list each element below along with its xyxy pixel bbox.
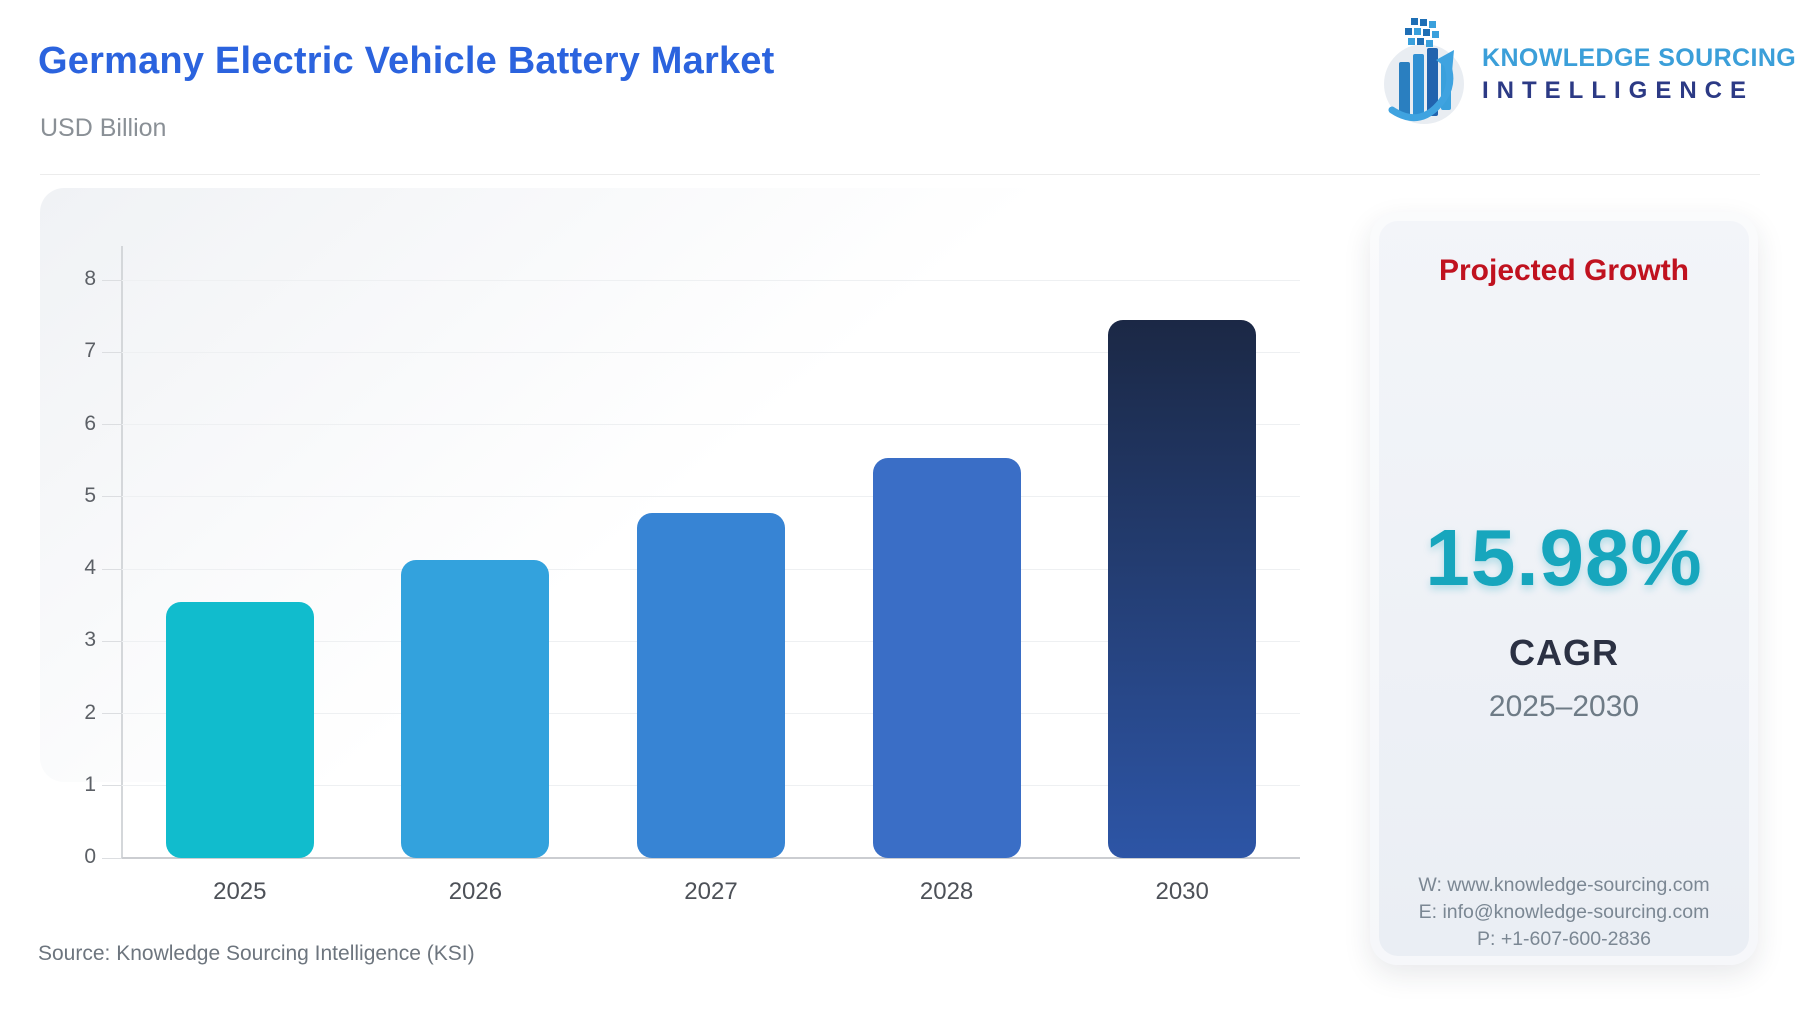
y-tick-label-0: 0 (84, 845, 96, 868)
y-tick-label-5: 5 (84, 483, 96, 507)
bar-2028 (872, 457, 1021, 858)
x-label-2030: 2030 (1155, 878, 1209, 905)
x-label-2026: 2026 (448, 878, 503, 905)
brand-name-line2: INTELLIGENCE (1482, 77, 1755, 104)
gridline-5 (122, 496, 1300, 498)
x-label-2028: 2028 (919, 878, 974, 905)
y-tick-6 (102, 424, 122, 425)
gridline-7 (122, 351, 1300, 353)
projected-growth-panel: Projected Growth 15.98% CAGR 2025–2030 W… (1370, 212, 1758, 965)
y-tick-label-8: 8 (84, 267, 96, 290)
page-title: Germany Electric Vehicle Battery Market (38, 40, 775, 82)
y-tick-label-6: 6 (84, 411, 96, 435)
company-logo: KNOWLEDGE SOURCING INTELLIGENCE (1378, 16, 1796, 133)
brand-name-line1: KNOWLEDGE SOURCING (1482, 44, 1797, 72)
cagr-label: CAGR (1509, 632, 1619, 673)
x-label-2027: 2027 (684, 878, 738, 905)
cagr-period: 2025–2030 (1488, 690, 1640, 723)
contact-website: W: www.knowledge-sourcing.com (1418, 874, 1710, 896)
contact-email: E: info@knowledge-sourcing.com (1418, 901, 1710, 923)
bar-2026 (401, 560, 550, 858)
y-tick-label-2: 2 (84, 700, 96, 724)
bar-2025 (165, 601, 314, 858)
contact-block: W: www.knowledge-sourcing.com E: info@kn… (1370, 872, 1758, 953)
gridline-6 (122, 424, 1300, 425)
panel-heading: Projected Growth (1438, 254, 1690, 287)
y-tick-label-4: 4 (84, 556, 96, 579)
source-note: Source: Knowledge Sourcing Intelligence … (38, 942, 475, 965)
gridline-8 (122, 279, 1300, 281)
bar-chart: 0 1 2 3 4 5 6 7 8 2025 2026 2027 2028 2030 (84, 246, 1300, 905)
y-axis-line (121, 246, 123, 858)
y-tick-3 (102, 640, 122, 642)
y-tick-4 (102, 568, 122, 570)
cagr-value: 15.98% (1425, 513, 1703, 602)
company-logo-wordmark: KNOWLEDGE SOURCING INTELLIGENCE (1482, 44, 1796, 105)
x-axis-line (122, 857, 1300, 859)
y-tick-1 (102, 785, 122, 787)
y-tick-5 (102, 496, 122, 498)
units-label: USD Billion (40, 114, 167, 142)
bar-chart-globe-arrow-logo-icon (1378, 16, 1470, 133)
bar-2027 (637, 512, 785, 858)
contact-phone: P: +1-607-600-2836 (1476, 928, 1651, 950)
y-tick-label-7: 7 (84, 339, 96, 363)
header-divider (40, 174, 1760, 175)
bar-2030 (1108, 319, 1257, 858)
y-tick-8 (102, 279, 122, 281)
x-label-2025: 2025 (213, 878, 267, 905)
y-tick-0 (102, 857, 122, 859)
y-tick-2 (102, 713, 122, 714)
y-tick-7 (102, 351, 122, 353)
y-tick-label-3: 3 (84, 628, 96, 652)
y-tick-label-1: 1 (84, 772, 96, 796)
